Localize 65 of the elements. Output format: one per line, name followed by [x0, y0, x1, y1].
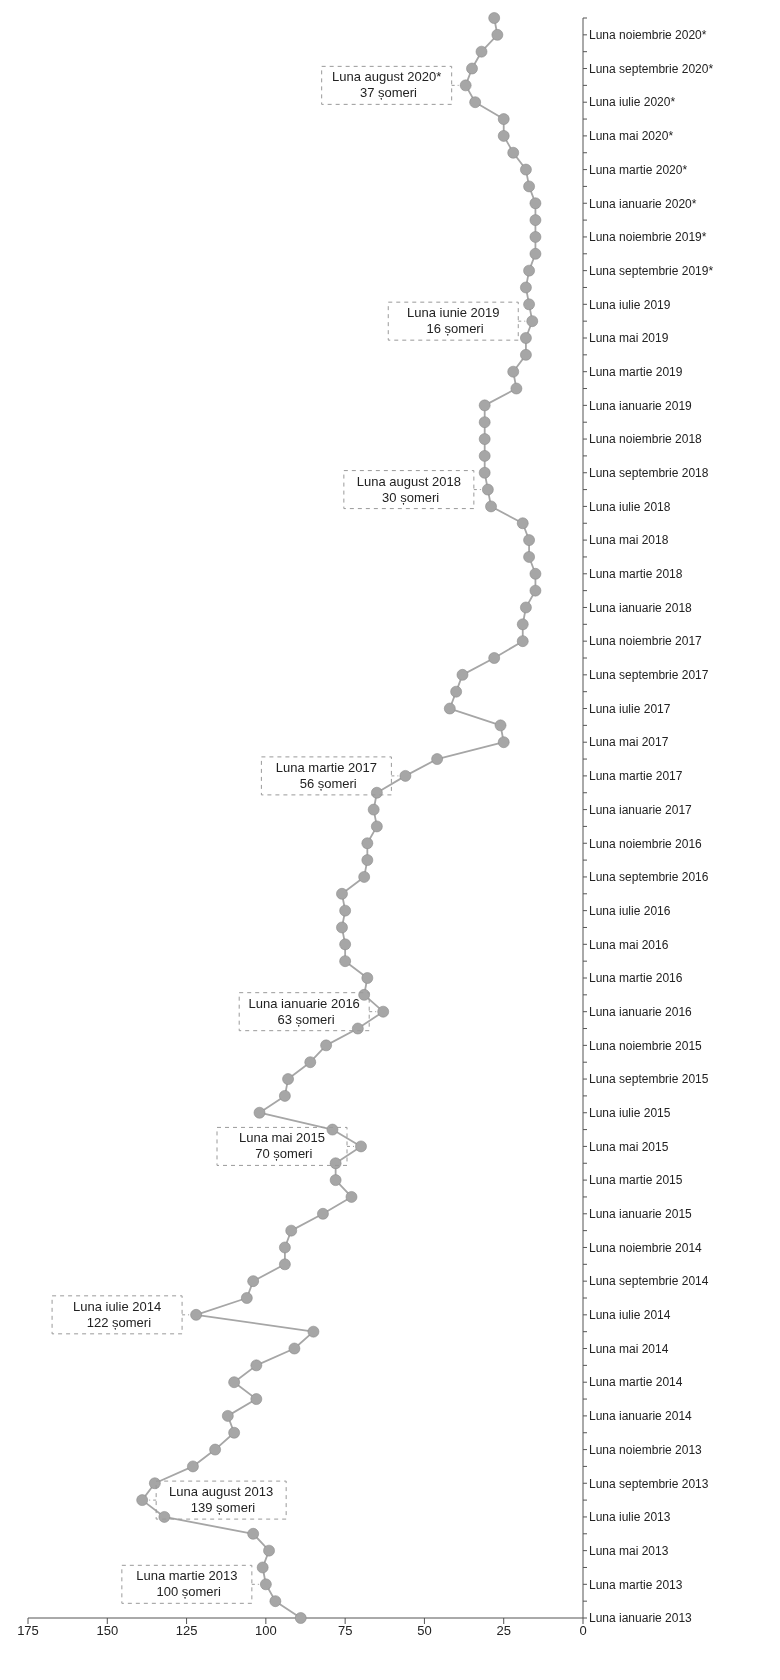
- y-tick-label: Luna mai 2020*: [589, 129, 674, 144]
- y-tick-label: Luna septembrie 2013: [589, 1476, 709, 1491]
- x-tick-label: 100: [255, 1623, 277, 1639]
- annotation: Luna iulie 2014 122 șomeri: [72, 1298, 162, 1330]
- y-tick-label: Luna martie 2020*: [589, 162, 688, 177]
- y-tick-label: Luna mai 2019: [589, 331, 669, 346]
- annotation: Luna martie 2013 100 șomeri: [136, 1568, 238, 1600]
- y-tick-label: Luna septembrie 2019*: [589, 263, 714, 278]
- y-tick-label: Luna noiembrie 2019*: [589, 230, 707, 245]
- y-tick-label: Luna ianuarie 2013: [589, 1611, 693, 1626]
- annotation: Luna martie 2017 56 șomeri: [275, 759, 377, 791]
- y-tick-label: Luna martie 2017: [589, 769, 683, 784]
- x-tick-label: 75: [337, 1623, 353, 1639]
- y-tick-label: Luna martie 2019: [589, 364, 683, 379]
- y-tick-label: Luna iulie 2020*: [589, 95, 676, 110]
- y-tick-label: Luna ianuarie 2018: [589, 600, 693, 615]
- y-tick-label: Luna ianuarie 2020*: [589, 196, 697, 211]
- y-tick-label: Luna septembrie 2014: [589, 1274, 709, 1289]
- y-tick-label: Luna mai 2018: [589, 533, 669, 548]
- annotation: Luna august 2018 30 șomeri: [356, 473, 461, 505]
- y-tick-label: Luna septembrie 2018: [589, 466, 709, 480]
- y-tick-label: Luna noiembrie 2016: [589, 836, 703, 851]
- y-tick-label: Luna mai 2017: [589, 735, 669, 750]
- x-tick-label: 50: [417, 1623, 432, 1639]
- y-tick-label: Luna mai 2016: [589, 937, 669, 952]
- y-tick-label: Luna noiembrie 2013: [589, 1442, 703, 1457]
- annotation: Luna ianuarie 2016 63 șomeri: [248, 995, 360, 1027]
- x-tick-label: 175: [17, 1623, 39, 1639]
- y-tick-label: Luna noiembrie 2015: [589, 1038, 703, 1053]
- x-tick-label: 150: [96, 1623, 119, 1639]
- y-tick-label: Luna septembrie 2017: [589, 668, 709, 683]
- y-tick-label: Luna iulie 2017: [589, 701, 671, 716]
- y-tick-label: Luna mai 2014: [589, 1341, 669, 1356]
- x-tick-label: 25: [496, 1623, 511, 1639]
- y-tick-label: Luna noiembrie 2020*: [589, 28, 707, 43]
- y-tick-label: Luna ianuarie 2017: [589, 802, 693, 817]
- annotation: Luna iunie 2019 16 șomeri: [406, 305, 500, 337]
- y-tick-label: Luna noiembrie 2014: [589, 1240, 703, 1255]
- y-tick-label: Luna ianuarie 2014: [589, 1409, 693, 1424]
- y-tick-label: Luna martie 2013: [589, 1577, 683, 1592]
- y-tick-label: Luna ianuarie 2015: [589, 1207, 693, 1222]
- y-tick-label: Luna iulie 2016: [589, 903, 671, 918]
- y-tick-label: Luna mai 2013: [589, 1543, 669, 1558]
- annotation: Luna august 2013 139 șomeri: [169, 1484, 274, 1516]
- y-tick-label: Luna martie 2015: [589, 1173, 683, 1188]
- y-tick-label: Luna iulie 2013: [589, 1510, 671, 1525]
- y-tick-label: Luna septembrie 2020*: [589, 61, 714, 76]
- y-tick-label: Luna iulie 2015: [589, 1106, 671, 1120]
- annotation: Luna mai 2015 70 șomeri: [238, 1130, 326, 1162]
- y-tick-label: Luna martie 2018: [589, 567, 683, 582]
- y-tick-label: Luna martie 2016: [589, 971, 683, 986]
- y-tick-label: Luna ianuarie 2016: [589, 1004, 693, 1019]
- y-tick-label: Luna ianuarie 2019: [589, 398, 693, 413]
- x-tick-label: 0: [579, 1623, 587, 1639]
- y-tick-label: Luna septembrie 2015: [589, 1072, 709, 1087]
- x-tick-label: 125: [175, 1623, 198, 1639]
- annotation: Luna august 2020* 37 șomeri: [332, 69, 442, 101]
- y-tick-label: Luna noiembrie 2017: [589, 634, 703, 649]
- y-tick-label: Luna septembrie 2016: [589, 870, 709, 885]
- y-tick-label: Luna noiembrie 2018: [589, 432, 703, 447]
- y-tick-label: Luna iulie 2018: [589, 499, 671, 514]
- y-tick-label: Luna mai 2015: [589, 1139, 669, 1154]
- y-tick-label: Luna iulie 2019: [589, 297, 671, 312]
- y-tick-label: Luna iulie 2014: [589, 1308, 671, 1323]
- y-tick-label: Luna martie 2014: [589, 1375, 683, 1390]
